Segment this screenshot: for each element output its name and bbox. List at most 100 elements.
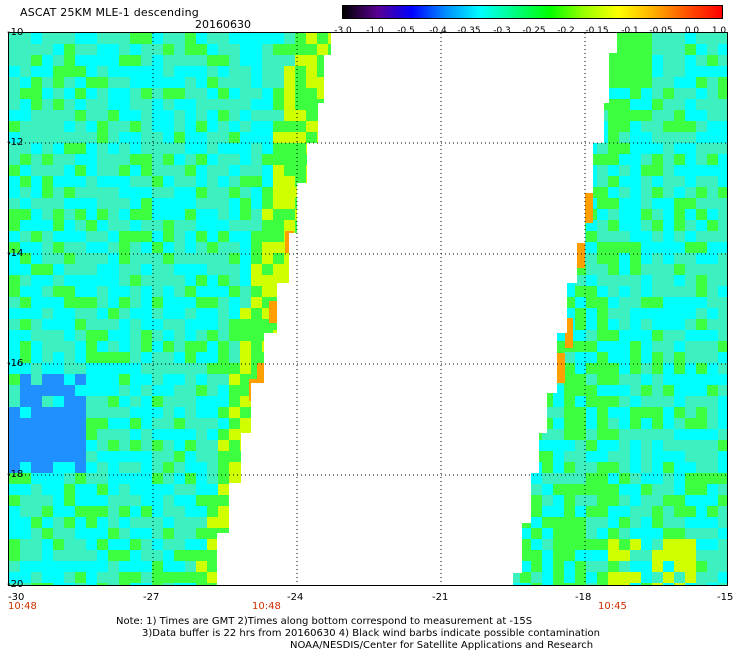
swath-cell [542, 451, 553, 462]
swath-cell [108, 88, 119, 99]
swath-cell [196, 517, 207, 528]
swath-cell [328, 33, 331, 44]
swath-cell [317, 297, 328, 308]
swath-cell [218, 363, 229, 374]
swath-cell [284, 517, 295, 528]
swath-cell [520, 187, 531, 198]
swath-cell [86, 451, 97, 462]
swath-cell [328, 517, 331, 528]
swath-cell [630, 55, 641, 66]
swath-cell [619, 341, 630, 352]
swath-cell [273, 264, 284, 275]
swath-cell [284, 297, 295, 308]
swath-cell [718, 132, 727, 143]
swath-cell [152, 319, 163, 330]
swath-cell [152, 66, 163, 77]
swath-cell [707, 253, 718, 264]
swath-cell [306, 528, 317, 539]
swath-cell [630, 517, 641, 528]
swath-cell [306, 242, 317, 253]
swath-cell [696, 286, 707, 297]
swath-cell [207, 275, 218, 286]
lon-label: -24 [287, 592, 304, 603]
swath-cell [531, 176, 542, 187]
swath-cell [218, 429, 229, 440]
right-swath [513, 33, 727, 585]
swath-cell [284, 176, 295, 187]
swath-cell [553, 418, 564, 429]
swath-cell [75, 319, 86, 330]
swath-cell [31, 550, 42, 561]
swath-cell [306, 440, 317, 451]
swath-cell [218, 319, 229, 330]
swath-cell [608, 363, 619, 374]
swath-cell [586, 286, 597, 297]
swath-cell [273, 44, 284, 55]
swath-cell [575, 154, 586, 165]
swath-cell [531, 99, 542, 110]
swath-cell [53, 143, 64, 154]
swath-cell [31, 165, 42, 176]
swath-cell [652, 319, 663, 330]
swath-cell [707, 330, 718, 341]
swath-cell [284, 253, 295, 264]
swath-cell [240, 143, 251, 154]
swath-cell [207, 77, 218, 88]
swath-cell [553, 583, 564, 585]
swath-cell [619, 165, 630, 176]
swath-cell [119, 143, 130, 154]
swath-cell [597, 242, 608, 253]
swath-cell [586, 220, 597, 231]
swath-cell [284, 132, 295, 143]
swath-cell [108, 385, 119, 396]
swath-cell [513, 44, 520, 55]
swath-cell [630, 561, 641, 572]
swath-cell [229, 572, 240, 583]
swath-cell [86, 231, 97, 242]
swath-cell [42, 583, 53, 585]
swath-cell [108, 132, 119, 143]
swath-cell [42, 374, 53, 385]
swath-cell [630, 198, 641, 209]
swath-cell [696, 396, 707, 407]
swath-cell [20, 550, 31, 561]
swath-cell [174, 165, 185, 176]
swath-cell [163, 297, 174, 308]
swath-cell [53, 561, 64, 572]
swath-cell [9, 132, 20, 143]
swath-cell [64, 517, 75, 528]
swath-cell [86, 44, 97, 55]
swath-cell [229, 330, 240, 341]
swath-cell [553, 187, 564, 198]
swath-cell [240, 517, 251, 528]
swath-cell [207, 154, 218, 165]
swath-cell [608, 352, 619, 363]
swath-cell [130, 33, 141, 44]
swath-cell [130, 429, 141, 440]
swath-cell [207, 121, 218, 132]
swath-cell [553, 253, 564, 264]
swath-cell [163, 539, 174, 550]
swath-cell [97, 363, 108, 374]
swath-cell [196, 77, 207, 88]
swath-cell [273, 110, 284, 121]
swath-cell [273, 275, 284, 286]
swath-cell [641, 121, 652, 132]
swath-cell [163, 220, 174, 231]
swath-cell [97, 341, 108, 352]
swath-cell [53, 550, 64, 561]
swath-cell [586, 363, 597, 374]
swath-cell [141, 352, 152, 363]
colorbar-label: -1.0 [366, 26, 384, 36]
swath-cell [663, 506, 674, 517]
swath-cell [619, 110, 630, 121]
swath-cell [218, 495, 229, 506]
note-line-1: Note: 1) Times are GMT 2)Times along bot… [116, 616, 533, 627]
swath-cell [108, 264, 119, 275]
swath-cell [20, 352, 31, 363]
swath-cell [152, 451, 163, 462]
swath-cell [130, 407, 141, 418]
swath-cell [328, 495, 331, 506]
swath-cell [652, 308, 663, 319]
swath-cell [20, 385, 31, 396]
